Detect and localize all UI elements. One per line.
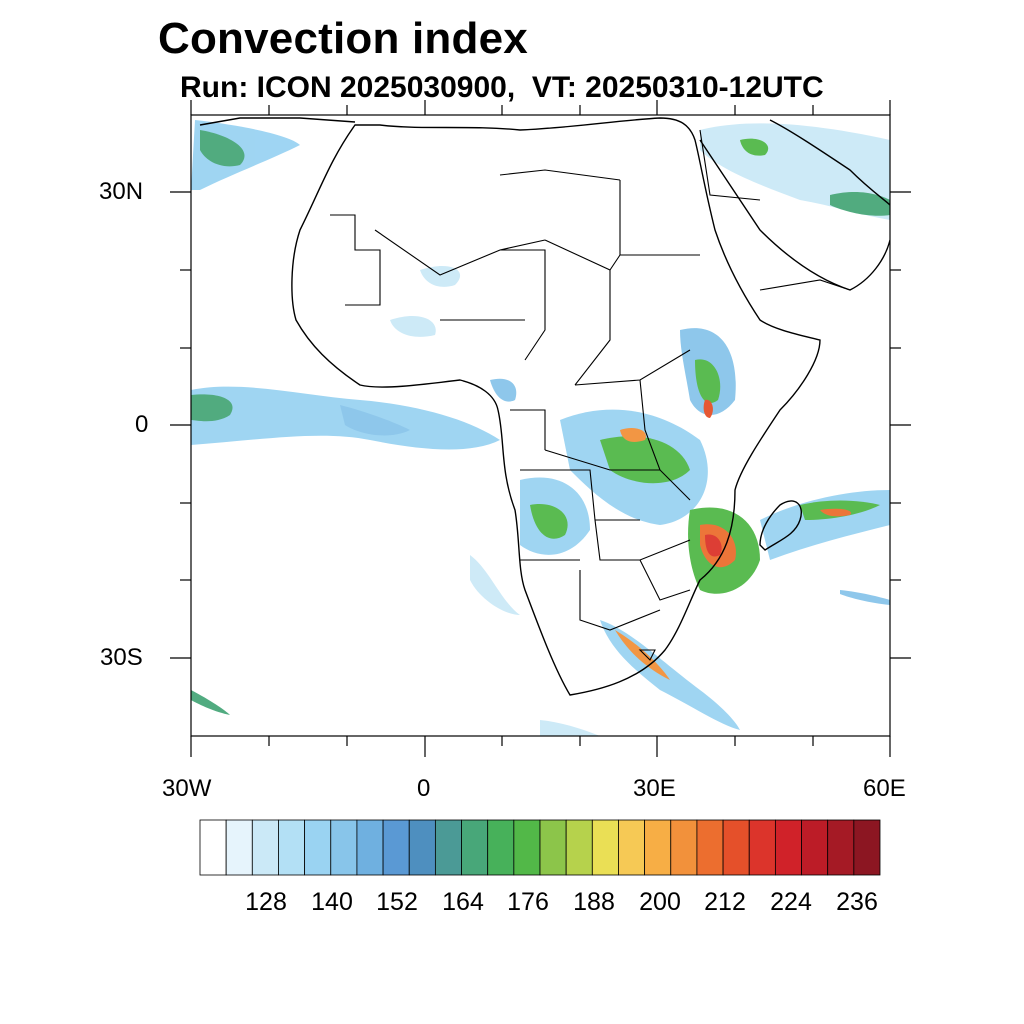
axis-ticks: [170, 100, 911, 757]
colorbar-label: 164: [442, 888, 484, 916]
colorbar-label: 200: [639, 888, 681, 916]
colorbar-swatch: [461, 819, 489, 876]
colorbar-swatch: [278, 819, 306, 876]
country-borders: [330, 129, 851, 661]
x-tick-label: 0: [417, 775, 431, 802]
map-plot-area: [191, 117, 890, 736]
colorbar-swatch: [487, 819, 515, 876]
colorbar-label: 152: [376, 888, 418, 916]
colorbar-swatch: [251, 819, 279, 876]
run-subtitle: Run: ICON 2025030900, VT: 20250310-12UTC: [180, 71, 824, 104]
colorbar-swatch: [696, 819, 724, 876]
colorbar-swatch: [827, 819, 855, 876]
y-tick-label: 30N: [99, 178, 144, 205]
x-tick-label: 30E: [633, 775, 676, 802]
colorbar-swatch: [591, 819, 619, 876]
colorbar-swatch: [853, 819, 881, 876]
colorbar-swatch: [304, 819, 332, 876]
convection-field: [191, 120, 890, 736]
x-tick-label: 30W: [162, 775, 212, 802]
colorbar-swatch: [225, 819, 253, 876]
y-tick-label: 30S: [100, 644, 143, 671]
colorbar-swatch: [382, 819, 410, 876]
colorbar-swatch: [434, 819, 462, 876]
colorbar-swatch: [330, 819, 358, 876]
colorbar-swatch: [670, 819, 698, 876]
colorbar-swatch: [644, 819, 672, 876]
colorbar-swatch: [722, 819, 750, 876]
map-title: Convection index: [158, 14, 528, 63]
colorbar-swatch: [513, 819, 541, 876]
colorbar-label: 176: [507, 888, 549, 916]
colorbar-label: 212: [704, 888, 746, 916]
colorbar-label: 236: [836, 888, 878, 916]
colorbar-swatch: [199, 819, 227, 876]
y-tick-label: 0: [135, 411, 149, 438]
colorbar-swatch: [801, 819, 829, 876]
colorbar-label: 128: [245, 888, 287, 916]
colorbar-label: 224: [770, 888, 812, 916]
colorbar-swatch: [539, 819, 567, 876]
colorbar-swatch: [774, 819, 802, 876]
colorbar-label: 188: [573, 888, 615, 916]
colorbar-swatch: [408, 819, 436, 876]
colorbar-swatch: [565, 819, 593, 876]
colorbar-swatch: [356, 819, 384, 876]
colorbar-swatch: [618, 819, 646, 876]
colorbar-swatch: [748, 819, 776, 876]
colorbar: [199, 819, 881, 876]
x-tick-label: 60E: [863, 775, 906, 802]
colorbar-label: 140: [311, 888, 353, 916]
coastlines: [199, 117, 890, 696]
